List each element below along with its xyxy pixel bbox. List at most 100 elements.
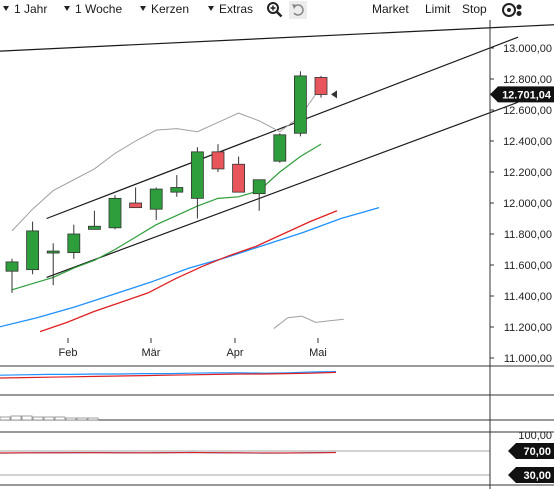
chevron-down-icon [64, 6, 70, 12]
indicator-blue-line [0, 371, 337, 376]
time-axis: Feb Mär Apr Mai [0, 338, 554, 367]
candle-body-up [190, 151, 204, 199]
candle-body-up [170, 187, 184, 193]
volume-bar [43, 416, 55, 421]
last-price-badge [490, 86, 554, 103]
trendline [0, 24, 554, 52]
last-price-label: 12.701,04 [502, 89, 552, 101]
rsi-level-label: 30,00 [523, 470, 551, 482]
trendline [46, 101, 519, 278]
chart-area[interactable]: 11.000,00 11.200,00 11.400,00 11.600,00 11.8… [0, 20, 554, 489]
order-limit-button[interactable]: Limit [425, 2, 451, 16]
order-stop-button[interactable]: Stop [462, 2, 487, 16]
y-tick-label: 12.000,00 [503, 198, 552, 210]
candle[interactable] [252, 179, 266, 211]
candle[interactable] [26, 221, 40, 275]
x-tick-label: Mär [142, 347, 161, 359]
y-tick-label: 11.800,00 [504, 229, 552, 241]
volume-bar [87, 417, 99, 421]
indicator-red-line [0, 371, 337, 379]
candle[interactable] [314, 75, 328, 98]
moving-average-green-line [11, 143, 322, 291]
x-tick-label: Mai [309, 347, 327, 359]
candle[interactable] [170, 175, 184, 197]
zoom-icon[interactable] [266, 1, 284, 19]
candle-body-down [232, 163, 246, 193]
candle-body-up [108, 197, 122, 229]
y-tick-label: 12.800,00 [503, 74, 552, 86]
price-axis: 11.000,00 11.200,00 11.400,00 11.600,00 11.8… [489, 20, 554, 366]
chart-toolbar: 1 Jahr 1 Woche Kerzen Extras Market Limi… [0, 0, 554, 20]
order-market-button[interactable]: Market [372, 2, 409, 16]
candle[interactable] [293, 71, 307, 137]
moving-average-blue-line [0, 207, 380, 328]
settings-icon[interactable] [502, 1, 524, 19]
x-tick-label: Apr [226, 347, 243, 359]
rsi-level-badge [508, 443, 554, 459]
price-panel[interactable] [0, 24, 554, 333]
candle[interactable] [108, 195, 122, 230]
interval-dropdown[interactable]: 1 Woche [64, 2, 122, 16]
volume-bar [21, 415, 33, 421]
chart-type-label: Kerzen [151, 2, 190, 16]
y-tick-label: 11.000,00 [504, 353, 552, 365]
y-tick-label: 11.200,00 [504, 322, 552, 334]
volume-bar [76, 417, 88, 421]
rsi-tick-label: 100,00 [518, 430, 552, 442]
candle-body-up [46, 250, 60, 254]
candle[interactable] [46, 243, 60, 286]
candle-body-up [26, 230, 40, 271]
undo-icon[interactable] [289, 1, 307, 19]
rsi-panel: 100,00 70,00 30,00 [0, 366, 554, 489]
moving-average-red-line [39, 210, 338, 333]
candle-body-up [149, 188, 163, 210]
extras-dropdown[interactable]: Extras [208, 2, 253, 16]
volume-bar [0, 416, 11, 421]
candle-body-up [88, 225, 101, 230]
rsi-level-badge [508, 467, 554, 483]
candle[interactable] [190, 147, 204, 219]
volume-panel [0, 415, 554, 421]
indicator-panel [0, 371, 554, 396]
lower-band-line [273, 315, 344, 329]
candle[interactable] [149, 187, 163, 221]
candle[interactable] [273, 133, 287, 163]
candle-body-up [67, 233, 81, 254]
y-tick-label: 12.600,00 [503, 105, 552, 117]
candle-body-up [293, 75, 307, 134]
candle-body-up [273, 134, 287, 162]
chevron-down-icon [3, 6, 9, 12]
chevron-down-icon [140, 6, 146, 12]
candle-body-up [252, 179, 266, 195]
candle-body-up [5, 261, 19, 272]
volume-bar [65, 417, 77, 421]
y-tick-label: 11.400,00 [504, 291, 552, 303]
chevron-down-icon [208, 6, 214, 12]
y-tick-label: 13.000,00 [503, 43, 552, 55]
candle[interactable] [232, 156, 246, 193]
candle[interactable] [67, 224, 81, 259]
extras-label: Extras [219, 2, 254, 16]
candle-body-down [211, 151, 225, 170]
volume-bar [32, 416, 44, 421]
candle[interactable] [88, 210, 101, 230]
upper-band-line [11, 86, 322, 232]
candle-body-down [129, 202, 143, 209]
y-tick-label: 11.600,00 [504, 260, 552, 272]
last-price-marker [331, 90, 337, 99]
chart-type-dropdown[interactable]: Kerzen [140, 2, 189, 16]
y-tick-label: 12.200,00 [503, 167, 552, 179]
candle[interactable] [211, 144, 225, 172]
candle[interactable] [5, 258, 19, 293]
volume-bar [54, 416, 66, 421]
trendline [46, 36, 519, 220]
candle-body-down [314, 77, 328, 95]
y-tick-label: 12.400,00 [503, 136, 552, 148]
x-tick-label: Feb [59, 347, 78, 359]
period-dropdown[interactable]: 1 Jahr [3, 2, 47, 16]
rsi-level-label: 70,00 [523, 446, 551, 458]
interval-label: 1 Woche [75, 2, 123, 16]
volume-bar [10, 415, 22, 421]
period-label: 1 Jahr [14, 2, 48, 16]
candle[interactable] [129, 187, 143, 209]
